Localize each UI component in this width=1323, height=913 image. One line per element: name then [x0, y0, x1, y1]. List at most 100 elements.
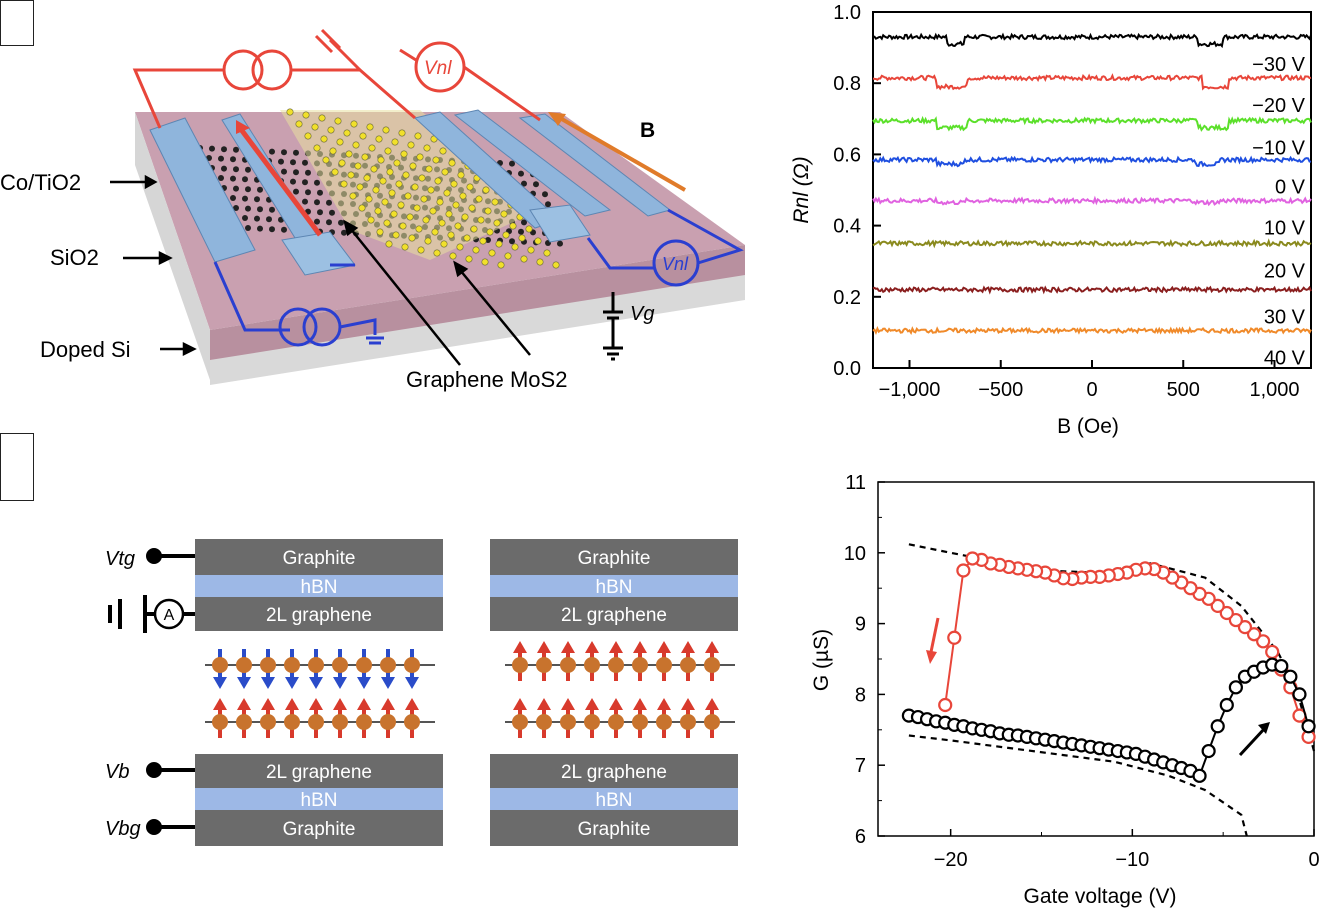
mos2-atom	[511, 243, 519, 251]
spin-arrowhead	[561, 698, 575, 710]
mos2-atom	[311, 123, 319, 131]
mos2-atom	[372, 186, 380, 194]
chart2-point	[1292, 687, 1307, 702]
chart2-xtick-label: −10	[1115, 849, 1149, 871]
ammeter-label: A	[164, 607, 175, 624]
chart1-xlabel: B (Oe)	[1057, 415, 1119, 438]
spin-arrowhead	[609, 641, 623, 653]
graphene-atom	[302, 198, 308, 205]
mos2-atom	[477, 216, 485, 224]
stack-layer-label: Graphite	[283, 548, 356, 569]
mos2-atom	[479, 237, 487, 245]
chart1-ytick-label: 0.8	[833, 73, 861, 95]
mos2-atom	[384, 147, 392, 155]
spin-ball	[656, 714, 672, 730]
mos2-atom	[366, 123, 374, 131]
spin-arrowhead	[513, 641, 527, 653]
mos2-atom	[504, 252, 512, 260]
graphene-atom	[329, 209, 335, 216]
spin-arrowhead	[285, 677, 299, 689]
rnl-vs-b-chart: 0.0 0.2 0.4 0.6 0.8 1.0 −1,000 −500 0 500 1,000 −3…	[790, 2, 1312, 438]
graphene-atom	[341, 229, 347, 236]
stack-layer-label: hBN	[301, 577, 338, 598]
chart2-point	[1246, 627, 1262, 642]
spin-ball	[704, 714, 720, 730]
chart2-ytick-label: 6	[855, 826, 866, 848]
stack-layer	[195, 597, 443, 631]
mos2-atom	[456, 243, 464, 251]
spin-ball	[284, 657, 300, 673]
mos2-atom	[457, 171, 465, 179]
mos2-atom	[385, 240, 393, 248]
mos2-atom	[331, 168, 339, 176]
mos2-atom	[459, 192, 467, 200]
mos2-atom	[358, 204, 366, 212]
spin-ball	[404, 657, 420, 673]
mos2-atom	[543, 249, 551, 257]
spin-ball	[584, 657, 600, 673]
spin-ball	[236, 657, 252, 673]
graphene-atom	[518, 170, 524, 177]
mos2-atom	[376, 228, 384, 236]
chart2-point	[1283, 669, 1298, 684]
spin-ball	[284, 714, 300, 730]
spin-ball	[560, 714, 576, 730]
stack-layer	[490, 539, 738, 575]
mos2-atom	[482, 186, 490, 194]
mos2-atom	[415, 225, 423, 233]
chart2-point	[1210, 598, 1225, 613]
spin-ball	[608, 714, 624, 730]
graphene-atom	[542, 191, 548, 198]
device-schematic: B Vnl Vnl Vg	[0, 28, 745, 392]
mos2-atom	[423, 144, 431, 152]
stack-layer-label: hBN	[596, 577, 633, 598]
mos2-atom	[429, 207, 437, 215]
chart2-frame	[877, 481, 1315, 837]
chart2-point	[965, 551, 980, 566]
spin-ball	[308, 714, 324, 730]
spin-arrowhead	[213, 698, 227, 710]
stack-layer	[195, 539, 443, 575]
graphene-atom	[245, 186, 251, 193]
chart1-series-label: −20 V	[1252, 95, 1305, 117]
mos2-atom	[525, 225, 533, 233]
mos2-atom	[359, 132, 367, 140]
graphene-atom	[314, 199, 320, 206]
gate-source	[603, 292, 623, 361]
chart1-series-label: −30 V	[1252, 54, 1305, 76]
mos2-atom	[295, 120, 303, 128]
chart1-xtick-label: 1,000	[1249, 379, 1299, 401]
mos2-atom	[347, 171, 355, 179]
spin-arrowhead	[261, 698, 275, 710]
mos2-atom	[439, 147, 447, 155]
g-vs-gate-chart: 6 7 8 9 10 11 −20 −10 0 Gate voltage (V) G (µS)	[810, 472, 1320, 908]
graphene-atom	[305, 169, 311, 176]
mos2-atom	[391, 138, 399, 146]
black-sweep-arrow	[1238, 726, 1267, 757]
stack-layer-label: 2L graphene	[561, 762, 667, 783]
graphene-atom	[242, 176, 248, 183]
stack-layer-label: 2L graphene	[266, 605, 372, 626]
spin-arrowhead	[537, 641, 551, 653]
mos2-atom	[397, 201, 405, 209]
spin-arrowhead	[585, 698, 599, 710]
mos2-atom	[313, 144, 321, 152]
spin-ball	[512, 657, 528, 673]
graphene-atom	[521, 180, 527, 187]
mos2-atoms	[286, 108, 560, 269]
graphene-atom	[518, 228, 524, 235]
mos2-atom	[527, 246, 535, 254]
b-field-arrow	[559, 116, 686, 192]
mos2-atom	[488, 249, 496, 257]
spin-arrowhead	[609, 698, 623, 710]
graphene-atom	[269, 206, 275, 213]
chart1-ytick-label: 0.6	[833, 144, 861, 166]
mos2-atom	[449, 252, 457, 260]
stack-layer	[195, 788, 443, 810]
chart2-dashed-curve	[908, 734, 1248, 837]
chart1-series-line	[872, 195, 1312, 207]
spin-ball	[356, 657, 372, 673]
mos2-atom	[383, 219, 391, 227]
mos2-atom	[327, 126, 335, 134]
graphene-atom	[254, 215, 260, 222]
